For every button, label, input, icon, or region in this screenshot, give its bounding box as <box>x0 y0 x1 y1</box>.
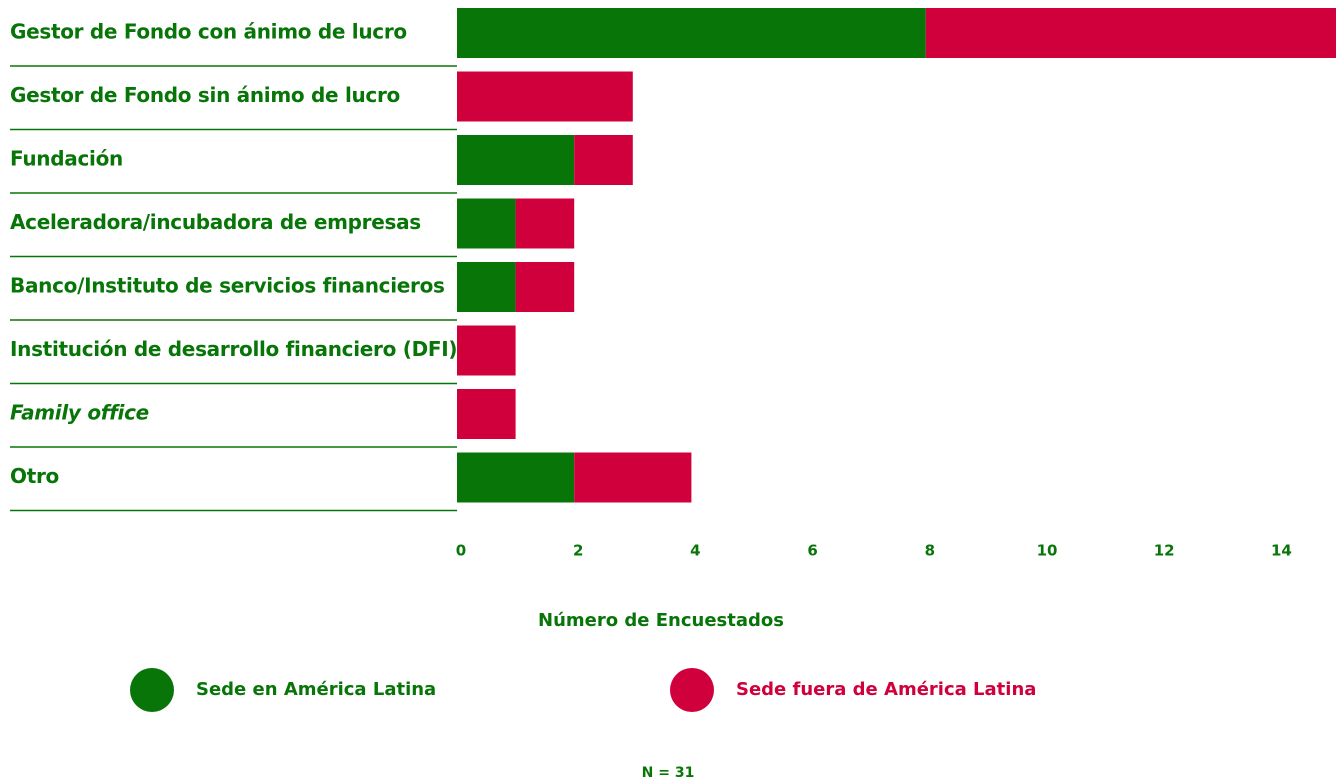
legend-label: Sede fuera de América Latina <box>736 679 1036 700</box>
category-label: Otro <box>10 464 59 488</box>
bar-segment <box>457 452 575 503</box>
x-axis-title: Número de Encuestados <box>538 610 784 631</box>
bar-segment <box>574 135 633 185</box>
bar-segment <box>515 198 575 249</box>
category-label: Gestor de Fondo con ánimo de lucro <box>10 20 407 44</box>
legend-label: Sede en América Latina <box>196 679 436 700</box>
legend-marker <box>130 668 174 712</box>
x-tick-label: 6 <box>807 542 817 560</box>
x-tick-label: 4 <box>690 542 700 560</box>
x-tick-label: 0 <box>456 542 466 560</box>
bar-segment <box>457 8 926 58</box>
category-label: Institución de desarrollo financiero (DF… <box>10 337 457 361</box>
category-label: Family office <box>10 401 149 425</box>
x-tick-label: 12 <box>1154 542 1175 560</box>
x-tick-label: 2 <box>573 542 583 560</box>
bar-segment <box>457 262 516 312</box>
category-label: Gestor de Fondo sin ánimo de lucro <box>10 83 400 107</box>
category-label: Aceleradora/incubadora de empresas <box>10 210 421 234</box>
bar-segment <box>515 262 575 312</box>
category-label: Banco/Instituto de servicios financieros <box>10 274 445 298</box>
bar-segment <box>457 135 575 185</box>
x-tick-label: 14 <box>1271 542 1292 560</box>
category-label: Fundación <box>10 147 123 171</box>
x-tick-label: 8 <box>925 542 935 560</box>
x-tick-label: 10 <box>1037 542 1058 560</box>
note: N = 31 <box>642 765 695 781</box>
bar-segment <box>457 389 516 439</box>
bar-segment <box>457 71 633 122</box>
bar-segment <box>574 452 692 503</box>
bar-segment <box>457 325 516 376</box>
legend-marker <box>670 668 714 712</box>
bar-segment <box>925 8 1336 58</box>
bar-segment <box>457 198 516 249</box>
